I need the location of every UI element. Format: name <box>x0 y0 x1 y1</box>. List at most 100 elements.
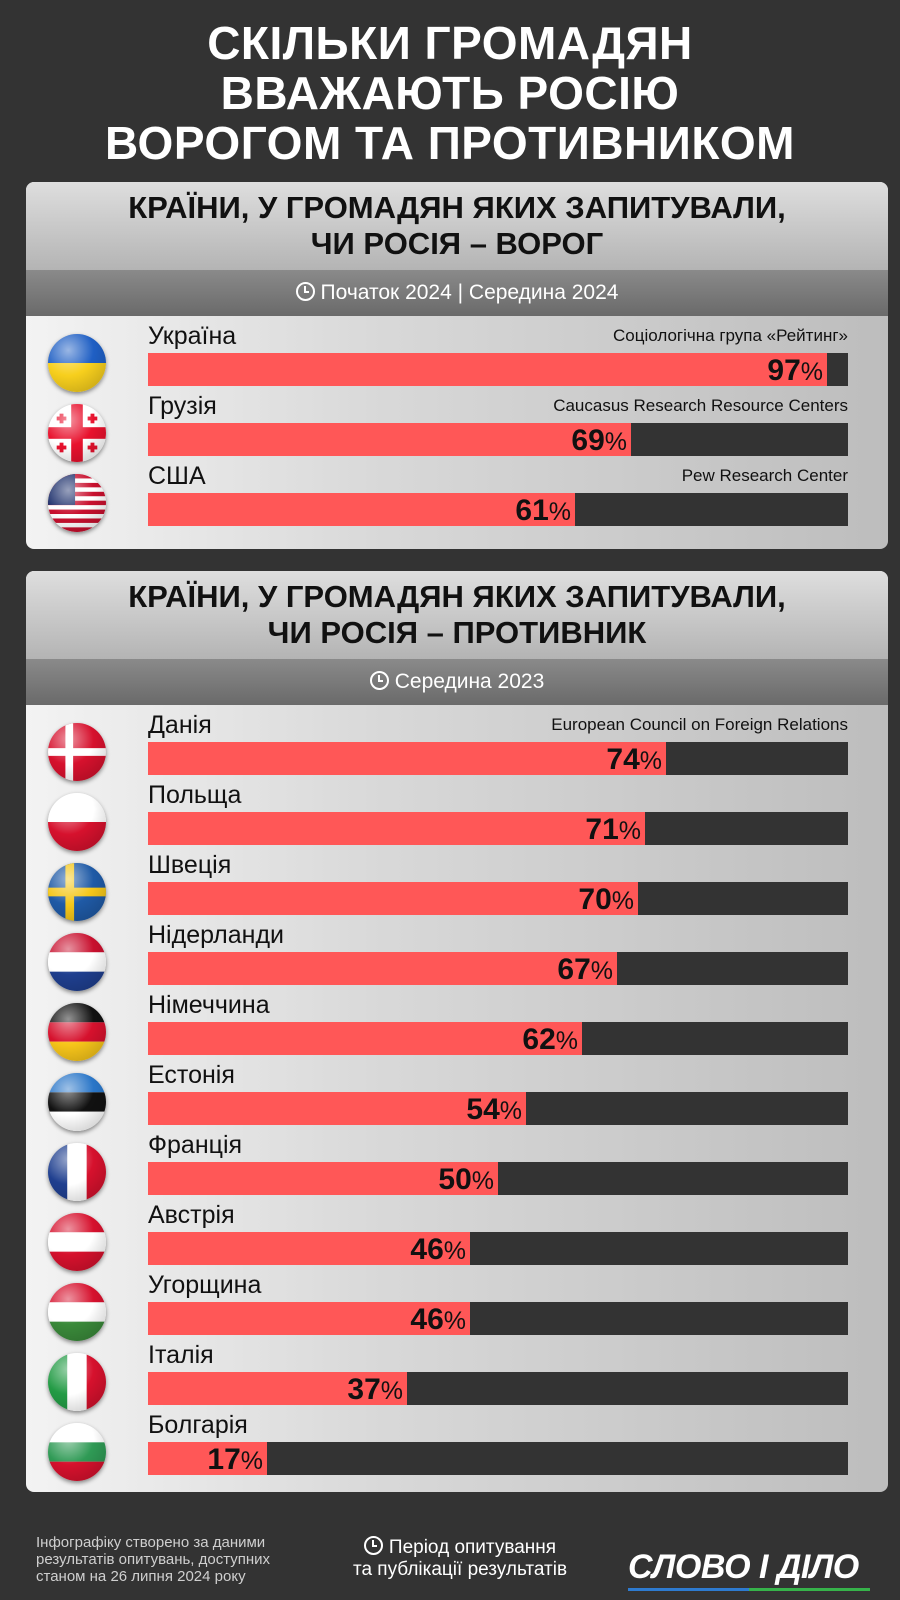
bar-row: Україна Соціологічна група «Рейтинг» 97% <box>26 318 888 392</box>
enemy-survey-panel: КРАЇНИ, У ГРОМАДЯН ЯКИХ ЗАПИТУВАЛИ, ЧИ Р… <box>26 182 888 549</box>
bar-track: 50% <box>148 1162 848 1196</box>
country-label: Данія <box>148 711 212 739</box>
panel-heading: КРАЇНИ, У ГРОМАДЯН ЯКИХ ЗАПИТУВАЛИ, ЧИ Р… <box>26 182 888 270</box>
country-label: Угорщина <box>148 1271 262 1299</box>
panel-heading-line-2: ЧИ РОСІЯ – ПРОТИВНИК <box>267 615 647 650</box>
source-label: Соціологічна група «Рейтинг» <box>613 326 848 345</box>
country-label: Франція <box>148 1131 243 1159</box>
value-number: 50 <box>438 1163 472 1196</box>
country-label: Україна <box>148 322 237 350</box>
bar <box>148 1232 470 1265</box>
bar-track: 97% <box>148 353 848 387</box>
data-label: 50% <box>438 1162 494 1196</box>
value-unit: % <box>548 498 571 526</box>
data-label: 70% <box>578 882 634 916</box>
panel-heading-line-2: ЧИ РОСІЯ – ВОРОГ <box>310 226 604 261</box>
value-number: 97 <box>767 354 801 387</box>
value-number: 46 <box>410 1233 444 1266</box>
bar-row: Данія European Council on Foreign Relatio… <box>26 707 888 781</box>
country-label: Німеччина <box>148 991 270 1019</box>
bar-row: Польща 71% <box>26 777 888 851</box>
value-unit: % <box>800 358 823 386</box>
bar-track: 46% <box>148 1302 848 1336</box>
footer-note: Інфографіку створено за даними результат… <box>36 1534 270 1585</box>
bar-track: 46% <box>148 1232 848 1266</box>
bar-row: Австрія 46% <box>26 1197 888 1271</box>
bar-track: 62% <box>148 1022 848 1056</box>
value-number: 54 <box>466 1093 500 1126</box>
austria-flag-icon <box>48 1213 106 1271</box>
bulgaria-flag-icon <box>48 1423 106 1481</box>
france-flag-icon <box>48 1143 106 1201</box>
country-label: Австрія <box>148 1201 235 1229</box>
value-number: 17 <box>207 1443 241 1476</box>
bar-track: 74% <box>148 742 848 776</box>
footer-note-line-2: результатів опитувань, доступних <box>36 1551 271 1568</box>
netherlands-flag-icon <box>48 933 106 991</box>
data-label: 17% <box>207 1442 263 1476</box>
data-label: 71% <box>585 812 641 846</box>
country-label: США <box>148 462 206 490</box>
data-label: 67% <box>557 952 613 986</box>
bar-row: Франція 50% <box>26 1127 888 1201</box>
title-line-3: ВОРОГОМ ТА ПРОТИВНИКОМ <box>104 117 796 169</box>
value-number: 70 <box>578 883 612 916</box>
brand-logo: СЛОВО І ДІЛО <box>628 1548 859 1586</box>
footer-note-line-3: станом на 26 липня 2024 року <box>36 1568 246 1585</box>
bar <box>148 353 827 386</box>
value-unit: % <box>618 817 641 845</box>
bar <box>148 1162 498 1195</box>
bar <box>148 1092 526 1125</box>
bar-track: 54% <box>148 1092 848 1126</box>
value-unit: % <box>471 1167 494 1195</box>
footer-legend: Період опитування та публікації результа… <box>340 1536 580 1581</box>
data-label: 62% <box>522 1022 578 1056</box>
value-number: 74 <box>606 743 640 776</box>
title-line-1: СКІЛЬКИ ГРОМАДЯН <box>207 17 693 69</box>
bar <box>148 742 666 775</box>
value-unit: % <box>240 1447 263 1475</box>
value-number: 62 <box>522 1023 556 1056</box>
bar-row: Швеція 70% <box>26 847 888 921</box>
bar-row: Естонія 54% <box>26 1057 888 1131</box>
bar-row: Болгарія 17% <box>26 1407 888 1481</box>
adversary-survey-panel: КРАЇНИ, У ГРОМАДЯН ЯКИХ ЗАПИТУВАЛИ, ЧИ Р… <box>26 571 888 1492</box>
value-unit: % <box>443 1237 466 1265</box>
bar-row: Німеччина 62% <box>26 987 888 1061</box>
source-label: European Council on Foreign Relations <box>551 715 848 734</box>
value-unit: % <box>639 747 662 775</box>
ukraine-flag-icon <box>48 334 106 392</box>
bar-track: 37% <box>148 1372 848 1406</box>
country-label: Італія <box>148 1341 214 1369</box>
panel-heading-line-1: КРАЇНИ, У ГРОМАДЯН ЯКИХ ЗАПИТУВАЛИ, <box>128 579 786 614</box>
bar-track: 71% <box>148 812 848 846</box>
source-label: Pew Research Center <box>681 466 848 485</box>
data-label: 46% <box>410 1232 466 1266</box>
country-label: Болгарія <box>148 1411 248 1439</box>
data-label: 37% <box>347 1372 403 1406</box>
bar-track: 17% <box>148 1442 848 1476</box>
bar <box>148 423 631 456</box>
bar <box>148 493 575 526</box>
value-unit: % <box>380 1377 403 1405</box>
panel-period-bar: Середина 2023 <box>26 659 888 705</box>
period-text: Початок 2024 | Середина 2024 <box>320 281 619 304</box>
bar <box>148 882 638 915</box>
bar <box>148 952 617 985</box>
legend-line-1: Період опитування <box>388 1537 557 1558</box>
bar-row: Нідерланди 67% <box>26 917 888 991</box>
data-label: 46% <box>410 1302 466 1336</box>
data-label: 61% <box>515 493 571 527</box>
country-label: Естонія <box>148 1061 235 1089</box>
poland-flag-icon <box>48 793 106 851</box>
data-label: 74% <box>606 742 662 776</box>
clock-icon <box>295 282 315 301</box>
country-label: Грузія <box>148 392 217 420</box>
value-unit: % <box>590 957 613 985</box>
bar-track: 70% <box>148 882 848 916</box>
sweden-flag-icon <box>48 863 106 921</box>
bar <box>148 1022 582 1055</box>
germany-flag-icon <box>48 1003 106 1061</box>
bar-row: Грузія Caucasus Research Resource Centers… <box>26 388 888 462</box>
denmark-flag-icon <box>48 723 106 781</box>
